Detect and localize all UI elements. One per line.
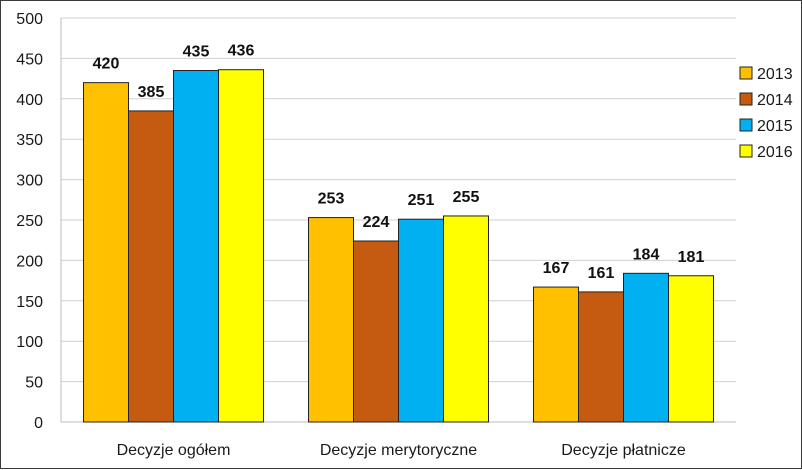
data-label: 181: [678, 249, 705, 266]
bar-2015-1: [398, 218, 444, 423]
y-tick-label: 150: [16, 294, 43, 311]
x-tick-label: Decyzje płatnicze: [561, 442, 686, 459]
axes: 0 50 100 150 200 250 300 350 400 450 500 Decyzje og…: [16, 11, 736, 459]
data-labels: 420 385 435 436 253 224 251 255 167 161 184 181: [93, 43, 705, 282]
y-tick-label: 100: [16, 334, 43, 351]
y-tick-label: 500: [16, 11, 43, 28]
bar-2016-0: [218, 69, 264, 423]
bar-2016-1: [443, 215, 489, 423]
y-tick-label: 400: [16, 92, 43, 109]
bar-2016-2: [668, 275, 714, 423]
bar-2014-2: [578, 291, 624, 423]
data-label: 385: [138, 84, 165, 101]
bars: [83, 69, 714, 423]
bar-2015-2: [623, 272, 669, 423]
data-label: 420: [93, 56, 120, 73]
bar-2013-0: [83, 82, 129, 423]
data-label: 255: [453, 189, 480, 206]
bar-2013-1: [308, 217, 354, 423]
data-label: 161: [588, 265, 615, 282]
legend-label: 2015: [757, 118, 793, 135]
legend-label: 2014: [757, 92, 793, 109]
bar-2014-1: [353, 240, 399, 423]
legend: 2013 2014 2015 2016: [739, 66, 793, 161]
y-tick-label: 300: [16, 173, 43, 190]
y-tick-label: 200: [16, 253, 43, 270]
data-label: 251: [408, 192, 435, 209]
y-tick-label: 50: [25, 375, 43, 392]
bar-2015-0: [173, 70, 219, 423]
x-tick-label: Decyzje merytoryczne: [320, 442, 477, 459]
bar-2014-0: [128, 110, 174, 423]
y-tick-label: 450: [16, 51, 43, 68]
y-tick-label: 250: [16, 213, 43, 230]
data-label: 436: [228, 43, 255, 60]
data-label: 435: [183, 44, 210, 61]
data-label: 224: [363, 214, 390, 231]
y-tick-label: 0: [34, 415, 43, 432]
y-tick-label: 350: [16, 132, 43, 149]
legend-label: 2016: [757, 144, 793, 161]
legend-swatch: [739, 66, 753, 80]
legend-swatch: [739, 92, 753, 106]
legend-swatch: [739, 144, 753, 158]
legend-label: 2013: [757, 66, 793, 83]
data-label: 253: [318, 191, 345, 208]
x-tick-label: Decyzje ogółem: [117, 442, 231, 459]
bar-2013-2: [533, 286, 579, 423]
legend-swatch: [739, 118, 753, 132]
data-label: 167: [543, 260, 570, 277]
data-label: 184: [633, 246, 660, 263]
